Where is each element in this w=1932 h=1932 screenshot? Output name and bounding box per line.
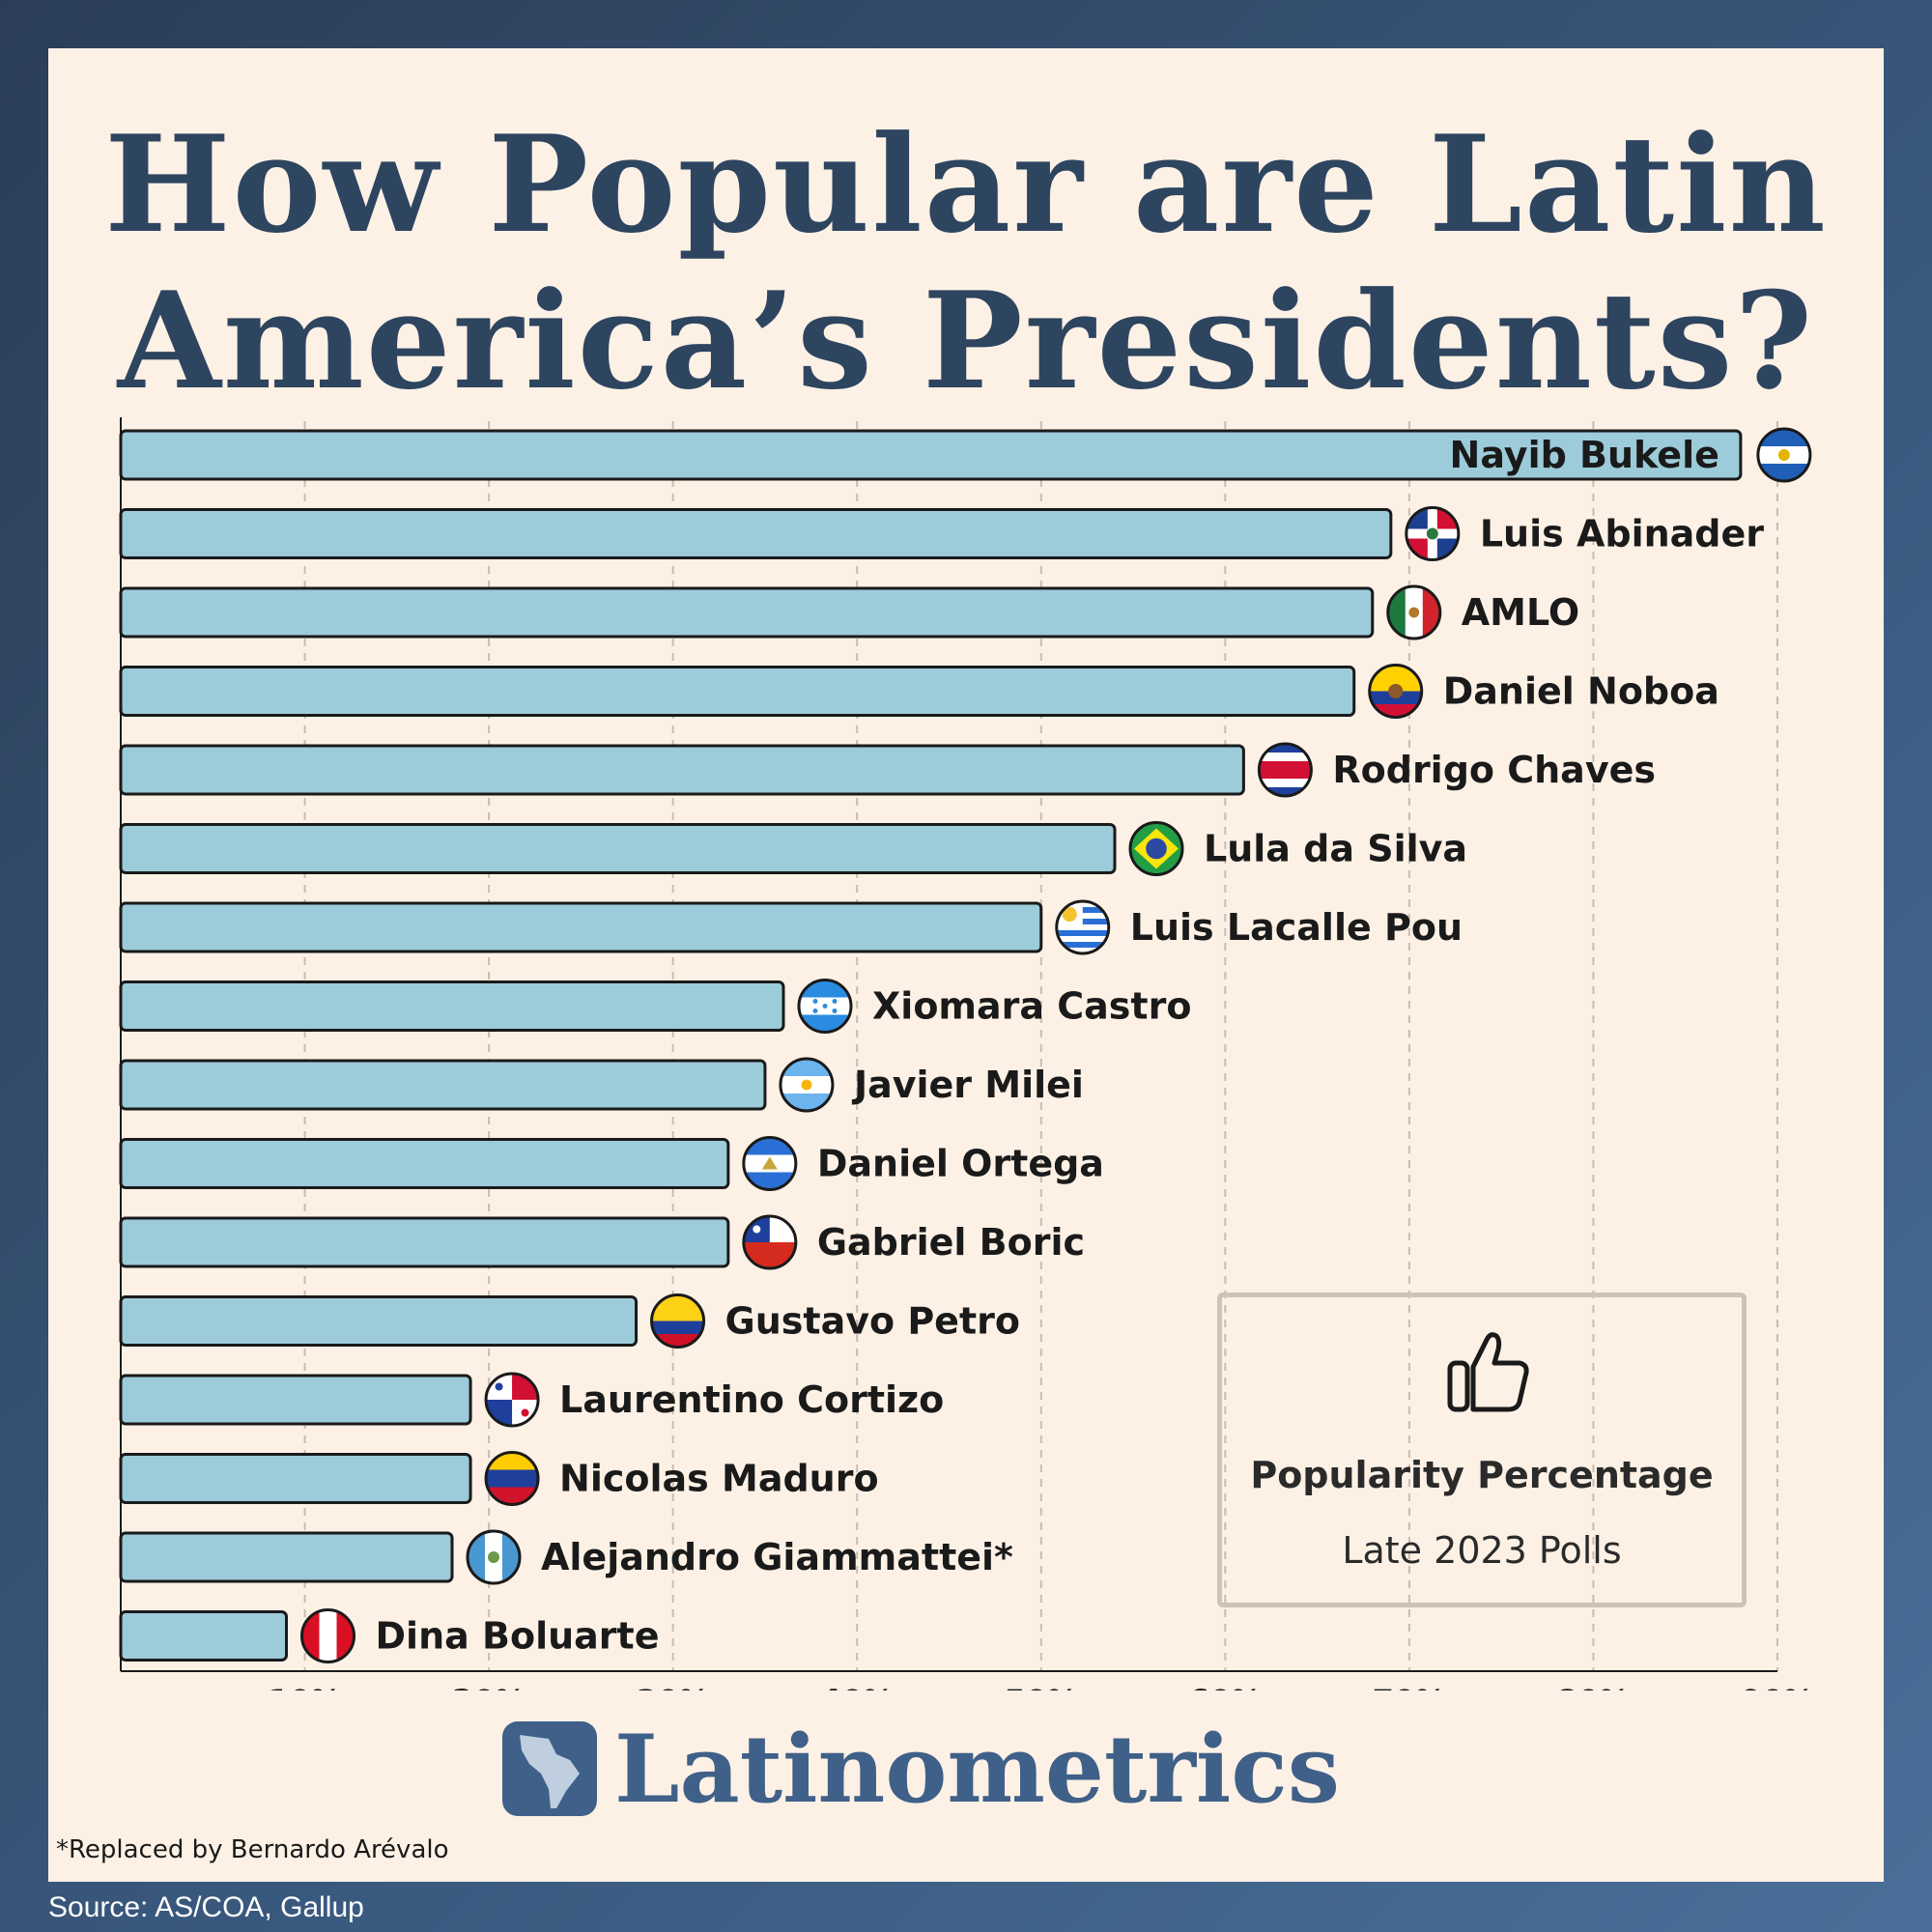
bar [119,1453,472,1504]
bar-label: Rodrigo Chaves [1332,749,1656,791]
bar-label: Lula da Silva [1204,828,1467,870]
bar-label: Nayib Bukele [1450,434,1719,476]
bar [119,901,1043,953]
x-tick-label: 90% [1741,1683,1815,1690]
x-tick-label: 70% [1373,1683,1447,1690]
bar-label: Dina Boluarte [376,1615,660,1658]
bar [119,823,1117,874]
bar [119,1059,767,1111]
chile-flag-icon [742,1214,798,1270]
brazil-flag-icon [1128,821,1184,876]
bar-label: Nicolas Maduro [559,1458,879,1500]
chart-title: How Popular are Latin America’s Presiden… [48,106,1884,419]
brand-logo: Latinometrics [502,1714,1340,1824]
bar-label: Gustavo Petro [725,1300,1020,1343]
bar [119,429,1743,481]
bar-label: Javier Milei [851,1064,1084,1106]
bar [119,666,1356,717]
x-tick-label: 10% [268,1683,342,1690]
mexico-flag-icon [1386,584,1442,640]
bar-label: Alejandro Giammattei* [541,1536,1013,1578]
el-salvador-flag-icon [1756,427,1812,483]
bar [119,1138,730,1189]
uruguay-flag-icon [1055,899,1111,955]
bar [119,744,1245,796]
bar [119,586,1375,639]
honduras-flag-icon [797,979,853,1034]
bar-label: Laurentino Cortizo [559,1378,944,1421]
venezuela-flag-icon [484,1451,540,1506]
x-tick-label: 20% [452,1683,526,1690]
bar [119,1216,730,1268]
bar [119,1610,288,1662]
x-tick-label: 30% [636,1683,710,1690]
bar-label: Daniel Noboa [1443,670,1719,713]
legend-title: Popularity Percentage [1250,1454,1714,1496]
thumbs-up-icon [1447,1332,1529,1412]
ecuador-flag-icon [1368,664,1424,719]
bar-label: Luis Lacalle Pou [1130,906,1463,949]
x-tick-label: 50% [1004,1683,1078,1690]
peru-flag-icon [300,1608,355,1663]
panama-flag-icon [484,1372,540,1428]
latin-america-map-icon [502,1721,597,1816]
x-tick-label: 80% [1556,1683,1631,1690]
legend-subtitle: Late 2023 Polls [1342,1529,1622,1572]
x-tick-label: 40% [820,1683,895,1690]
bar-label: Daniel Ortega [817,1143,1104,1185]
nicaragua-flag-icon [742,1136,798,1191]
title-line-1: How Popular are Latin [104,105,1828,263]
source-note: Source: AS/COA, Gallup [48,1891,364,1923]
bar-label: Xiomara Castro [872,985,1191,1028]
bar [119,1374,472,1426]
guatemala-flag-icon [466,1529,522,1585]
legend-box: Popularity Percentage Late 2023 Polls [1217,1293,1747,1607]
bar-label: Luis Abinader [1480,513,1764,555]
colombia-flag-icon [650,1293,706,1349]
bar [119,1295,639,1347]
costa-rica-flag-icon [1257,742,1313,798]
bar [119,508,1393,559]
chart-panel: How Popular are Latin America’s Presiden… [48,48,1884,1882]
bar [119,1531,454,1583]
bar-chart: 10% 20% 30% 40% 50% 60% 70% 80% 90% Nayib Bukele L… [119,417,1815,1690]
dominican-republic-flag-icon [1405,506,1461,561]
argentina-flag-icon [779,1057,835,1113]
x-tick-label: 60% [1188,1683,1263,1690]
bar-label: Gabriel Boric [817,1221,1085,1264]
brand-name: Latinometrics [614,1714,1340,1824]
bar-label: AMLO [1462,591,1579,634]
title-line-2: America’s Presidents? [117,262,1815,419]
bar [119,980,785,1032]
footnote: *Replaced by Bernardo Arévalo [56,1835,449,1864]
